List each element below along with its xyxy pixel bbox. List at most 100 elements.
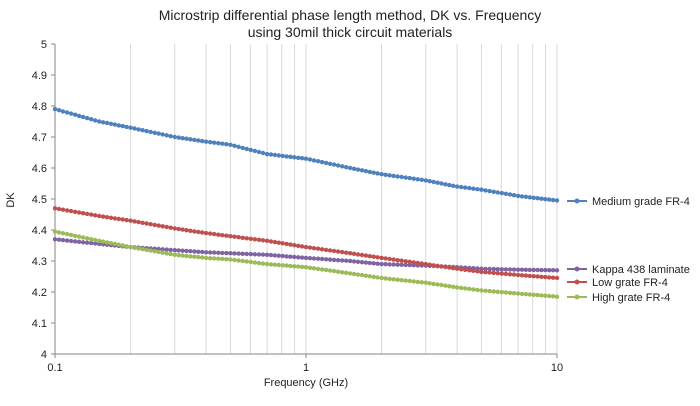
y-tick-label: 4.9 (32, 70, 47, 82)
series-marker (307, 256, 313, 261)
series-marker (387, 256, 392, 262)
series-marker (371, 274, 376, 280)
series-marker (423, 280, 428, 285)
series-marker (212, 231, 217, 237)
series-marker (483, 266, 488, 272)
series-marker (288, 154, 293, 159)
series-marker (93, 237, 98, 243)
series-marker (451, 266, 456, 271)
series-marker (395, 262, 400, 267)
series-marker (156, 223, 161, 228)
series-marker (554, 268, 560, 273)
series-marker (375, 171, 380, 176)
series-marker (260, 261, 266, 266)
series-marker (236, 144, 241, 149)
series-marker (120, 217, 125, 222)
series-marker (128, 244, 133, 250)
series-marker (535, 267, 540, 273)
series-marker (523, 267, 529, 272)
series-marker (543, 274, 548, 280)
series-marker (212, 256, 217, 261)
series-marker (383, 256, 388, 261)
series-marker (140, 247, 145, 252)
series-marker (224, 233, 229, 238)
series-marker (491, 266, 496, 272)
series-marker (503, 191, 509, 196)
series-marker (547, 275, 552, 280)
series-marker (52, 237, 58, 242)
series-marker (180, 227, 185, 232)
series-marker (344, 250, 349, 255)
series-marker (535, 274, 540, 279)
series-marker (84, 115, 90, 121)
series-marker (168, 247, 173, 253)
series-marker (475, 269, 480, 274)
series-marker (252, 252, 258, 257)
series-marker (519, 291, 525, 297)
series-marker (216, 141, 221, 146)
series-marker (280, 263, 285, 268)
series-marker (519, 273, 525, 278)
series-marker (475, 187, 480, 192)
series-marker (184, 248, 189, 254)
series-marker (371, 254, 376, 259)
x-tick-label: 1 (303, 362, 309, 374)
series-marker (383, 276, 388, 281)
series-marker (140, 220, 145, 225)
series-marker (288, 263, 293, 269)
series-marker (100, 239, 106, 244)
series-marker (124, 217, 129, 223)
series-marker (403, 262, 408, 268)
series-marker (419, 177, 424, 182)
series-marker (68, 238, 74, 244)
series-marker (323, 160, 329, 166)
series-marker (256, 252, 262, 257)
series-marker (511, 291, 517, 296)
series-marker (503, 290, 509, 295)
series-marker (507, 272, 513, 277)
x-tick-label: 10 (551, 362, 563, 374)
series-marker (184, 136, 189, 141)
series-marker (319, 267, 325, 272)
y-tick-label: 5 (41, 39, 47, 51)
y-tick-label: 4.5 (32, 194, 47, 206)
series-marker (340, 270, 345, 275)
series-marker (344, 258, 349, 263)
series-marker (164, 247, 169, 252)
series-marker (348, 251, 353, 256)
series-marker (140, 128, 145, 133)
series-marker (547, 197, 552, 202)
series-marker (363, 273, 369, 278)
series-marker (447, 182, 452, 188)
series-marker (543, 267, 548, 273)
series-marker (315, 256, 321, 261)
series-marker (554, 294, 560, 299)
series-marker (499, 267, 504, 272)
series-marker (292, 155, 297, 160)
series-marker (180, 248, 185, 253)
series-marker (454, 266, 460, 271)
series-marker (188, 254, 193, 259)
series-marker (487, 188, 492, 194)
series-marker (240, 258, 245, 264)
series-marker (156, 131, 161, 136)
series-marker (196, 138, 201, 143)
series-marker (550, 268, 556, 273)
series-marker (224, 257, 229, 262)
series-marker (351, 166, 357, 171)
series-marker (164, 251, 169, 256)
series-marker (89, 237, 94, 242)
series-marker (340, 249, 345, 255)
series-marker (64, 110, 70, 115)
series-marker (550, 294, 556, 299)
series-marker (367, 254, 372, 259)
series-marker (355, 252, 361, 257)
series-marker (355, 272, 361, 277)
series-marker (535, 196, 540, 201)
series-marker (507, 290, 513, 296)
series-marker (371, 261, 376, 266)
series-marker (399, 174, 404, 180)
